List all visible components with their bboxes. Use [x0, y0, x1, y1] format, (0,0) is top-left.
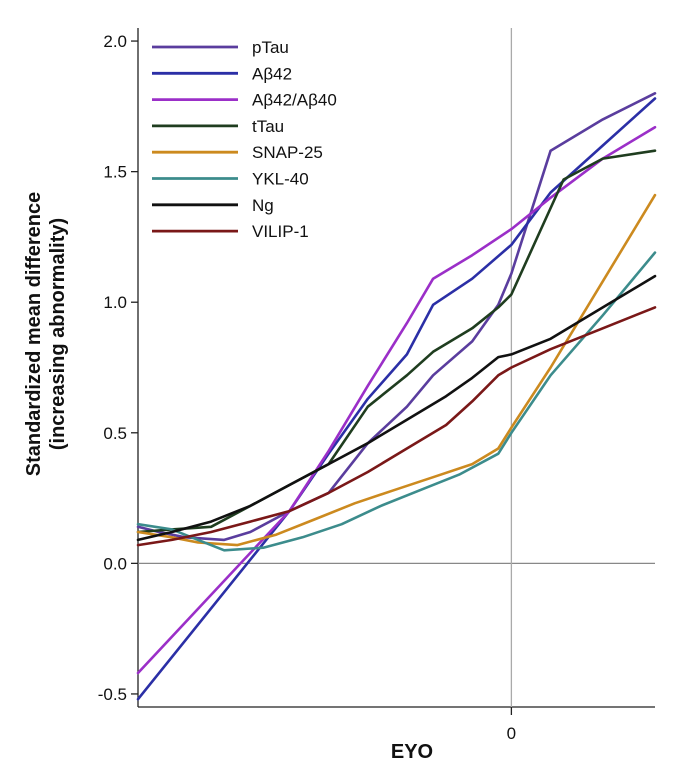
- series-line-snap-25: [136, 193, 657, 547]
- series-line-vilip-1: [136, 306, 657, 547]
- y-tick-label: 0.5: [103, 424, 127, 443]
- y-axis-title: Standardized mean difference (increasing…: [23, 192, 69, 477]
- legend-label: Ng: [252, 196, 274, 215]
- legend-label: Aβ42: [252, 64, 292, 83]
- series-line-ykl-40: [136, 251, 657, 552]
- legend-label: SNAP-25: [252, 143, 323, 162]
- y-tick-label: 2.0: [103, 32, 127, 51]
- y-tick-label: 1.5: [103, 163, 127, 182]
- x-tick-label: 0: [507, 724, 516, 743]
- series-line-ttau: [136, 149, 657, 534]
- series-line-ng: [136, 274, 657, 542]
- x-axis-title: EYO: [391, 741, 433, 763]
- legend-label: VILIP-1: [252, 222, 309, 241]
- y-tick-label: -0.5: [98, 685, 127, 704]
- y-axis-title-main: Standardized mean difference: [23, 192, 45, 477]
- legend-label: tTau: [252, 117, 284, 136]
- series-line-a-42-a-40: [136, 125, 657, 675]
- series-line-ptau: [136, 92, 657, 542]
- legend: pTau Aβ42 Aβ42/Aβ40 tTau SNAP-25 YKL-40 Ng VILI…: [152, 38, 337, 241]
- series-line-a-42: [136, 97, 657, 701]
- legend-label: Aβ42/Aβ40: [252, 91, 337, 110]
- legend-label: YKL-40: [252, 170, 309, 189]
- legend-label: pTau: [252, 38, 289, 57]
- y-axis-title-sub: (increasing abnormality): [47, 218, 69, 450]
- y-tick-label: 0.0: [103, 554, 127, 573]
- y-tick-label: 1.0: [103, 293, 127, 312]
- series-group: [136, 92, 657, 701]
- axes: -0.5 0.0 0.5 1.0 1.5 2.0 0: [98, 28, 655, 743]
